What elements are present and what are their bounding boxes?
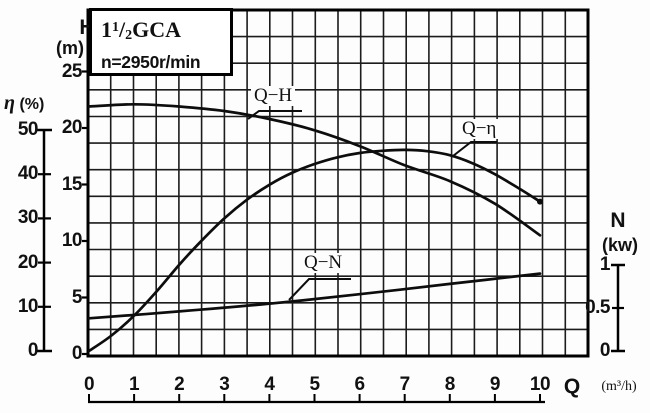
plot-border bbox=[86, 8, 590, 358]
eta-unit: (%) bbox=[19, 96, 45, 113]
eta-axis-tick-label: 20 bbox=[17, 251, 39, 273]
eta-symbol: η bbox=[4, 92, 15, 114]
eta-axis-tick-label: 10 bbox=[17, 295, 39, 317]
q-axis-tick-label: 10 bbox=[529, 374, 551, 395]
eta-axis-title: η (%) bbox=[4, 92, 56, 115]
q-axis-unit: (m³/h) bbox=[601, 379, 637, 394]
curve-label-q-h: Q−H bbox=[251, 86, 296, 106]
pump-model: 11/2GCA bbox=[101, 17, 182, 43]
n-axis-tick-label: 0 bbox=[599, 340, 611, 361]
q-axis-tick-label: 9 bbox=[489, 374, 501, 395]
h-axis-tick-label: 5 bbox=[71, 286, 83, 308]
n-axis-tick-label: 0.5 bbox=[585, 297, 610, 318]
curve-label-q-n: Q−N bbox=[301, 253, 346, 273]
h-axis-unit: (m) bbox=[56, 38, 84, 58]
eta-axis-tick-label: 50 bbox=[17, 119, 39, 140]
q-axis-tick-label: 8 bbox=[444, 374, 456, 395]
curve-end-dot bbox=[537, 198, 543, 205]
n-axis-tick-label: 1 bbox=[599, 254, 611, 275]
h-axis-tick-label: 20 bbox=[61, 117, 83, 138]
curve-q-h bbox=[87, 102, 542, 237]
q-axis-tick-label: 5 bbox=[309, 374, 320, 395]
curve-q-eta bbox=[87, 148, 542, 353]
h-axis-tick-label: 25 bbox=[61, 60, 83, 82]
eta-axis-tick-label: 40 bbox=[17, 163, 39, 185]
q-axis-tick-label: 4 bbox=[264, 374, 275, 395]
q-axis-tick-label: 1 bbox=[129, 374, 140, 395]
h-axis-tick-label: 15 bbox=[61, 173, 83, 195]
h-axis-tick-label: 10 bbox=[61, 230, 83, 251]
leader-line-q-h bbox=[247, 110, 302, 120]
q-axis-tick-label: 2 bbox=[174, 374, 185, 395]
q-axis-tick-label: 3 bbox=[219, 374, 230, 395]
q-axis-tick-label: 0 bbox=[83, 374, 95, 395]
q-axis-tick-label: 6 bbox=[354, 374, 366, 395]
leader-line-q-n bbox=[288, 278, 351, 301]
eta-axis-tick-label: 0 bbox=[27, 340, 39, 361]
eta-axis-tick-label: 30 bbox=[17, 207, 39, 229]
q-axis-title: Q bbox=[563, 375, 581, 398]
leader-line-q-eta bbox=[452, 141, 497, 157]
n-axis-unit: (kw) bbox=[602, 235, 638, 255]
pump-speed: n=2950r/min bbox=[101, 52, 201, 72]
n-axis-title: N bbox=[610, 209, 626, 232]
h-axis-tick-label: 0 bbox=[71, 343, 83, 364]
curve-q-n bbox=[87, 272, 542, 320]
curve-label-q-eta: Q−η bbox=[459, 119, 500, 139]
q-axis-tick-label: 7 bbox=[399, 374, 411, 395]
pump-model-box: 11/2GCA n=2950r/min bbox=[89, 8, 233, 76]
